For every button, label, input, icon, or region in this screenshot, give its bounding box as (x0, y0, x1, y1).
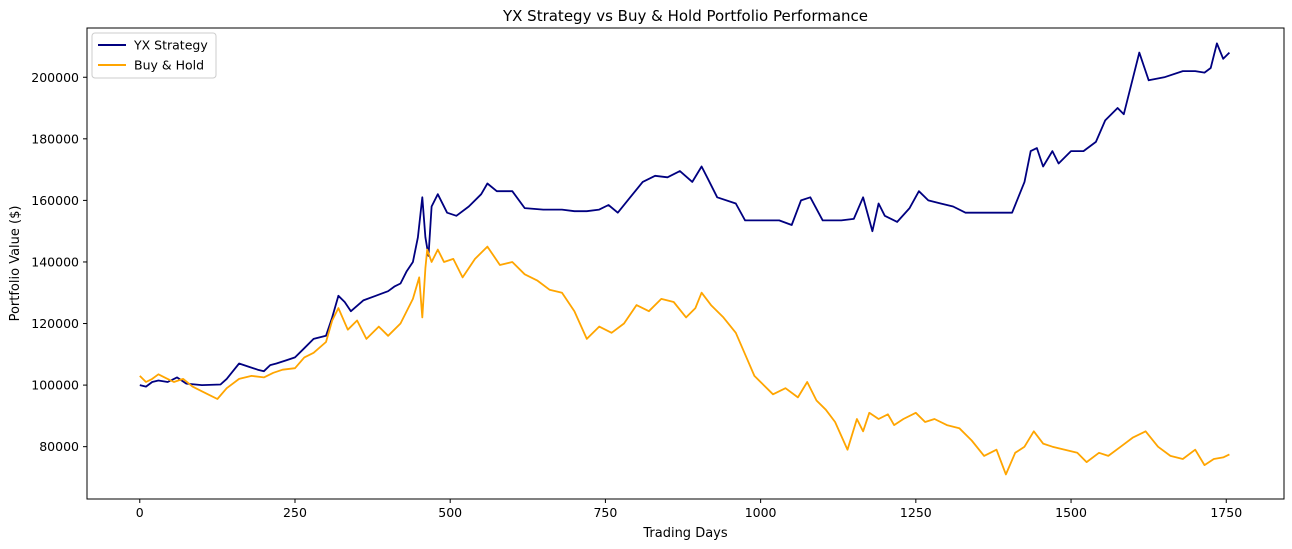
y-tick-label: 120000 (31, 316, 79, 331)
y-tick-label: 100000 (31, 378, 79, 393)
x-axis-title: Trading Days (642, 526, 727, 541)
x-tick-label: 750 (593, 505, 617, 520)
series-line-yx-strategy (139, 42, 1231, 388)
legend-label-buy-and-hold: Buy & Hold (134, 58, 204, 73)
x-tick-label: 500 (438, 505, 462, 520)
x-tick-label: 1750 (1210, 505, 1242, 520)
y-axis-title: Portfolio Value ($) (8, 206, 23, 322)
legend: YX Strategy Buy & Hold (91, 32, 217, 79)
y-tick-label: 200000 (31, 70, 79, 85)
x-tick-label: 0 (136, 505, 144, 520)
y-tick-label: 180000 (31, 131, 79, 146)
x-tick-label: 1250 (900, 505, 932, 520)
legend-label-yx-strategy: YX Strategy (133, 38, 208, 53)
plot-area-frame (86, 27, 1285, 500)
chart-title: YX Strategy vs Buy & Hold Portfolio Perf… (502, 7, 868, 25)
y-tick-label: 140000 (31, 254, 79, 269)
y-tick-label: 80000 (39, 439, 79, 454)
x-tick-label: 1000 (745, 505, 777, 520)
x-tick-label: 250 (283, 505, 307, 520)
series-line-buy-and-hold (139, 245, 1230, 476)
y-tick-label: 160000 (31, 193, 79, 208)
x-tick-label: 1500 (1055, 505, 1087, 520)
